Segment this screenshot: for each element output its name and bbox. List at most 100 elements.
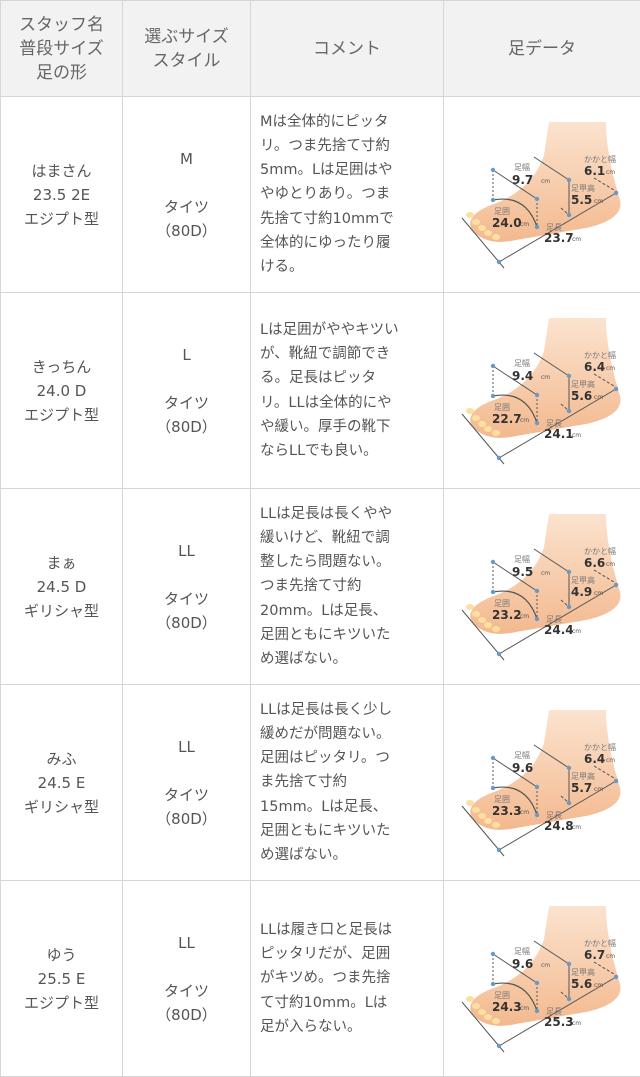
toe-nail — [492, 822, 500, 828]
foot-width-value: 9.7 — [512, 173, 533, 187]
measure-point — [497, 651, 501, 655]
toe-nail — [484, 426, 492, 432]
unit-label: cm — [606, 365, 615, 372]
girth-value: 23.2 — [492, 608, 522, 622]
comment: Lは足囲がややキツい が、靴紐で調節でき る。足長はピッタ リ。LLは全体的にや… — [251, 293, 444, 489]
instep-height-value: 5.6 — [571, 389, 592, 403]
measure-point — [567, 212, 571, 216]
girth-label: 足囲 — [494, 795, 510, 804]
unit-label: cm — [520, 613, 529, 620]
instep-height-value: 5.7 — [571, 781, 592, 795]
unit-label: cm — [541, 178, 550, 185]
girth-value: 24.0 — [492, 216, 522, 230]
measure-point — [491, 559, 495, 563]
girth-value: 24.3 — [492, 1000, 522, 1014]
measure-point — [497, 455, 501, 459]
foot-width-value: 9.4 — [512, 369, 533, 383]
length-value: 23.7 — [544, 231, 574, 245]
foot-width-label: 足幅 — [514, 750, 530, 760]
measure-point — [535, 392, 539, 396]
girth-label: 足囲 — [494, 599, 510, 608]
instep-height-label: 足甲高 — [571, 575, 595, 585]
spacer — [123, 955, 250, 979]
heel-width-value: 6.6 — [584, 556, 605, 570]
unit-label: cm — [594, 982, 603, 989]
foot-width-label: 足幅 — [514, 554, 530, 564]
toe-nail — [492, 1018, 500, 1024]
instep-height-label: 足甲高 — [571, 771, 595, 781]
instep-height-value: 4.9 — [571, 585, 592, 599]
style: タイツ （80D） — [123, 391, 250, 439]
measure-point — [567, 569, 571, 573]
toe-nail — [484, 1014, 492, 1020]
measure-point — [491, 393, 495, 397]
toe-nail — [472, 219, 480, 225]
measure-point — [535, 1008, 539, 1012]
measure-point — [567, 765, 571, 769]
measure-point — [567, 373, 571, 377]
measure-point — [497, 847, 501, 851]
comment: LLは履き口と足長は ピッタリだが、足囲 がキツめ。つま先捨 て寸約10mm。L… — [251, 881, 444, 1077]
comment: LLは足長は長くやや 緩いけど、靴紐で調 整したら問題ない。 つま先捨て寸約 2… — [251, 489, 444, 685]
unit-label: cm — [520, 1005, 529, 1012]
measure-point — [567, 604, 571, 608]
style: タイツ （80D） — [123, 979, 250, 1027]
unit-label: cm — [541, 374, 550, 381]
measure-point — [567, 996, 571, 1000]
toe-nail — [484, 818, 492, 824]
length-value: 25.3 — [544, 1015, 574, 1029]
staff-info: はまさん 23.5 2E エジプト型 — [1, 97, 123, 293]
instep-height-value: 5.5 — [571, 193, 592, 207]
girth-value: 23.3 — [492, 804, 522, 818]
measure-point — [614, 386, 618, 390]
toe-nail — [478, 813, 486, 819]
toe-nail — [478, 617, 486, 623]
style: タイツ （80D） — [123, 587, 250, 635]
header-row: スタッフ名 普段サイズ 足の形 選ぶサイズ スタイル コメント 足データ — [1, 1, 640, 97]
measure-point — [535, 812, 539, 816]
foot-width-value: 9.6 — [512, 957, 533, 971]
toe-nail — [466, 212, 474, 218]
header-foot-data: 足データ — [444, 1, 640, 97]
toe-nail — [466, 604, 474, 610]
spacer — [123, 171, 250, 195]
foot-width-value: 9.5 — [512, 565, 533, 579]
measure-point — [614, 190, 618, 194]
instep-height-label: 足甲高 — [571, 967, 595, 977]
toe-nail — [484, 230, 492, 236]
heel-width-label: かかと幅 — [584, 938, 616, 948]
unit-label: cm — [572, 1020, 581, 1027]
girth-label: 足囲 — [494, 991, 510, 1000]
unit-label: cm — [572, 628, 581, 635]
instep-height-label: 足甲高 — [571, 183, 595, 193]
heel-width-label: かかと幅 — [584, 350, 616, 360]
toe-nail — [472, 807, 480, 813]
spacer — [123, 367, 250, 391]
measure-point — [491, 363, 495, 367]
toe-nail — [472, 415, 480, 421]
measure-point — [491, 981, 495, 985]
staff-info: ゆう 25.5 E エジプト型 — [1, 881, 123, 1077]
foot-width-label: 足幅 — [514, 358, 530, 368]
unit-label: cm — [572, 824, 581, 831]
measure-point — [535, 196, 539, 200]
measure-point — [614, 974, 618, 978]
toe-nail — [472, 611, 480, 617]
header-staff: スタッフ名 普段サイズ 足の形 — [1, 1, 123, 97]
unit-label: cm — [572, 236, 581, 243]
unit-label: cm — [520, 221, 529, 228]
toe-nail — [492, 430, 500, 436]
unit-label: cm — [606, 561, 615, 568]
heel-width-label: かかと幅 — [584, 546, 616, 556]
measure-point — [491, 951, 495, 955]
instep-height-value: 5.6 — [571, 977, 592, 991]
toe-nail — [466, 408, 474, 414]
